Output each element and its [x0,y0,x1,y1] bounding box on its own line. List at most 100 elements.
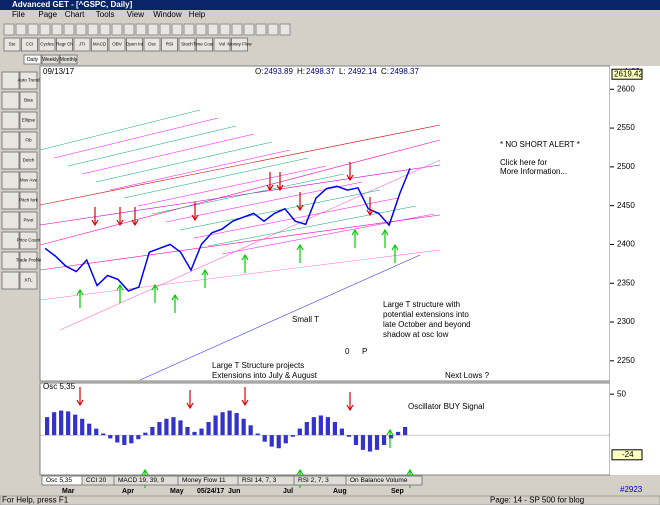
osc-bar [360,435,366,450]
period-tab[interactable] [41,54,60,65]
icon-button[interactable] [111,23,123,36]
tool-button[interactable] [19,211,38,230]
tool-button[interactable] [19,151,38,170]
month-label: Mar [62,488,75,495]
icon-button[interactable] [75,23,87,36]
tool-button[interactable] [19,131,38,150]
menu-item[interactable]: Page [38,10,57,19]
icon-button[interactable] [27,23,39,36]
menu-item[interactable]: Help [189,10,206,19]
tool-button[interactable] [19,191,38,210]
annotation: P [362,347,367,356]
tool-button[interactable] [1,131,20,150]
tool-button[interactable] [19,231,38,250]
icon-button[interactable] [63,23,75,36]
signal-arrow-head [91,219,99,227]
tool-button[interactable] [1,151,20,170]
toolbar-button[interactable] [143,37,161,52]
osc-bar [87,423,92,436]
tool-button[interactable] [19,251,38,270]
month-label: Jul [283,488,293,495]
tool-button[interactable] [1,211,20,230]
icon-button[interactable] [219,23,231,36]
toolbar-label: Regr Ch [56,42,73,47]
signal-arrow-head [266,184,274,192]
toolbar-button[interactable] [91,37,108,52]
toolbar-button[interactable] [73,37,91,52]
toolbar-button[interactable] [3,37,21,52]
projection-line [109,149,291,191]
icon-button[interactable] [267,23,279,36]
projection-line [193,197,399,239]
icon-button[interactable] [87,23,99,36]
indicator-tab[interactable] [345,475,423,486]
toolbar-button[interactable] [108,37,126,52]
icon-button[interactable] [243,23,255,36]
icon-button[interactable] [279,23,291,36]
tool-label: Bias [24,98,34,103]
tool-button[interactable] [1,231,20,250]
tool-button[interactable] [1,271,20,290]
icon-button[interactable] [51,23,63,36]
toolbar-button[interactable] [178,37,196,52]
tool-button[interactable] [1,91,20,110]
toolbar-label: JTI [79,42,85,47]
period-tab[interactable] [59,54,78,65]
projection-line [221,213,435,255]
toolbar-button[interactable] [213,37,231,52]
icon-button[interactable] [99,23,111,36]
signal-arrow-head [171,293,179,301]
signal-arrow-head [186,402,194,410]
icon-button[interactable] [183,23,195,36]
icon-button[interactable] [231,23,243,36]
toolbar-button[interactable] [56,37,73,52]
tool-button[interactable] [1,171,20,190]
toolbar-label: Stoch [181,42,193,47]
tool-button[interactable] [19,71,38,90]
menu-item[interactable]: File [12,10,25,19]
tool-button[interactable] [19,271,38,290]
icon-button[interactable] [135,23,147,36]
icon-button[interactable] [123,23,135,36]
tool-button[interactable] [1,111,20,130]
projection-line [123,157,309,199]
toolbar-button[interactable] [231,37,248,52]
icon-button[interactable] [159,23,171,36]
projection-line [81,133,255,175]
toolbar-button[interactable] [161,37,178,52]
tool-button[interactable] [19,171,38,190]
indicator-tab-label: On Balance Volume [350,477,408,484]
toolbar-label: OBV [112,42,122,47]
menu-item[interactable]: View [127,10,144,19]
tool-button[interactable] [19,111,38,130]
annotation[interactable]: More Information... [500,167,567,176]
toolbar-label: Vol [219,42,225,47]
tool-button[interactable] [19,91,38,110]
menu-item[interactable]: Window [153,10,182,19]
icon-button[interactable] [3,23,15,36]
indicator-tab-label: Money Flow 11 [182,477,226,484]
icon-button[interactable] [207,23,219,36]
toolbar-button[interactable] [126,37,143,52]
y-tick-label: 2300 [617,317,635,326]
icon-button[interactable] [171,23,183,36]
toolbar-button[interactable] [38,37,56,52]
tool-button[interactable] [1,71,20,90]
icon-button[interactable] [255,23,267,36]
toolbar-label: Open Int [126,42,144,47]
annotation: potential extensions into [383,310,469,319]
projection-line [95,141,273,183]
annotation[interactable]: Click here for [500,158,547,167]
icon-button[interactable] [39,23,51,36]
toolbar-button[interactable] [21,37,38,52]
menu-item[interactable]: Tools [96,10,115,19]
tool-button[interactable] [1,191,20,210]
period-tab[interactable] [23,54,42,65]
icon-button[interactable] [195,23,207,36]
icon-button[interactable] [15,23,27,36]
icon-button[interactable] [147,23,159,36]
menu-item[interactable]: Chart [65,10,85,19]
tool-button[interactable] [1,251,20,270]
toolbar-button[interactable] [196,37,213,52]
toolbar-label: Osc [148,42,157,47]
